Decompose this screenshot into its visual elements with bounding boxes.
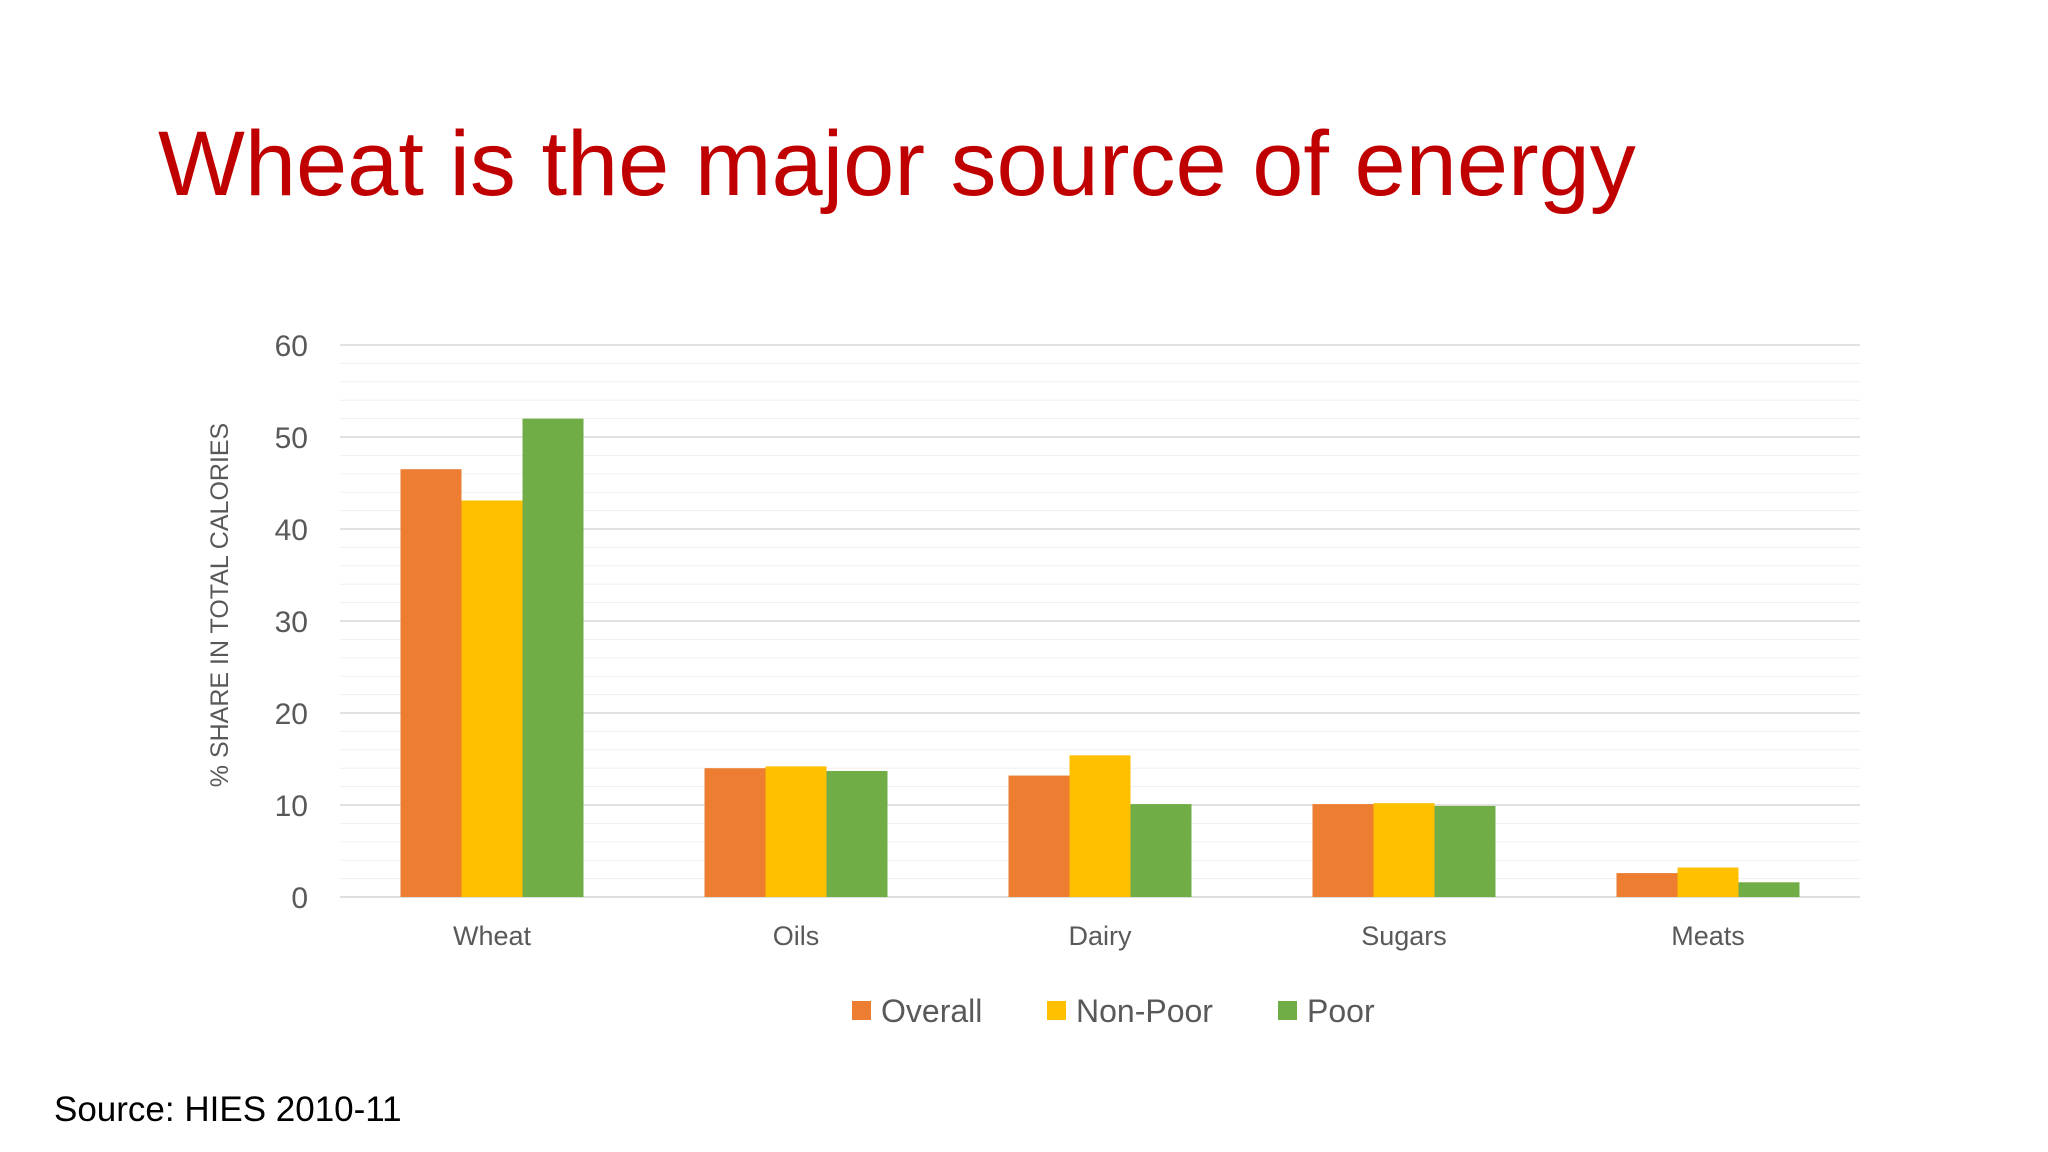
slide-title: Wheat is the major source of energy bbox=[158, 113, 1636, 215]
y-tick-label: 40 bbox=[275, 514, 308, 547]
legend-label-non-poor: Non-Poor bbox=[1076, 993, 1213, 1029]
x-tick-label: Meats bbox=[1671, 921, 1745, 951]
legend: Overall Non-Poor Poor bbox=[852, 993, 1375, 1029]
bar-oils-non-poor bbox=[765, 766, 827, 897]
x-tick-label: Dairy bbox=[1068, 921, 1132, 951]
y-axis-label: % SHARE IN TOTAL CALORIES bbox=[206, 423, 234, 787]
bar-sugars-overall bbox=[1312, 804, 1374, 897]
bar-sugars-poor bbox=[1434, 805, 1496, 897]
x-tick-label: Wheat bbox=[453, 921, 532, 951]
bar-dairy-poor bbox=[1130, 804, 1192, 897]
bar-meats-non-poor bbox=[1677, 867, 1739, 897]
source-note: Source: HIES 2010-11 bbox=[54, 1090, 402, 1129]
gridlines bbox=[340, 344, 1860, 898]
y-tick-label: 0 bbox=[291, 882, 308, 915]
bar-meats-overall bbox=[1616, 873, 1678, 897]
legend-label-poor: Poor bbox=[1307, 993, 1375, 1029]
bar-sugars-non-poor bbox=[1373, 803, 1435, 897]
bar-oils-poor bbox=[826, 770, 888, 897]
bars bbox=[400, 418, 1800, 897]
bar-wheat-overall bbox=[400, 469, 462, 897]
legend-swatch-overall bbox=[852, 1001, 871, 1020]
bar-meats-poor bbox=[1738, 882, 1800, 897]
y-axis-ticks: 0 10 20 30 40 50 60 bbox=[275, 330, 308, 915]
y-tick-label: 20 bbox=[275, 698, 308, 731]
x-axis-ticks: Wheat Oils Dairy Sugars Meats bbox=[453, 921, 1745, 951]
legend-swatch-non-poor bbox=[1047, 1001, 1066, 1020]
x-tick-label: Oils bbox=[773, 921, 820, 951]
bar-wheat-poor bbox=[522, 418, 584, 897]
y-tick-label: 10 bbox=[275, 790, 308, 823]
y-tick-label: 60 bbox=[275, 330, 308, 363]
bar-oils-overall bbox=[704, 768, 766, 897]
y-tick-label: 30 bbox=[275, 606, 308, 639]
bar-dairy-overall bbox=[1008, 775, 1070, 897]
legend-swatch-poor bbox=[1278, 1001, 1297, 1020]
y-tick-label: 50 bbox=[275, 422, 308, 455]
bar-wheat-non-poor bbox=[461, 500, 523, 897]
bar-dairy-non-poor bbox=[1069, 755, 1131, 897]
x-tick-label: Sugars bbox=[1361, 921, 1447, 951]
legend-label-overall: Overall bbox=[881, 993, 982, 1029]
